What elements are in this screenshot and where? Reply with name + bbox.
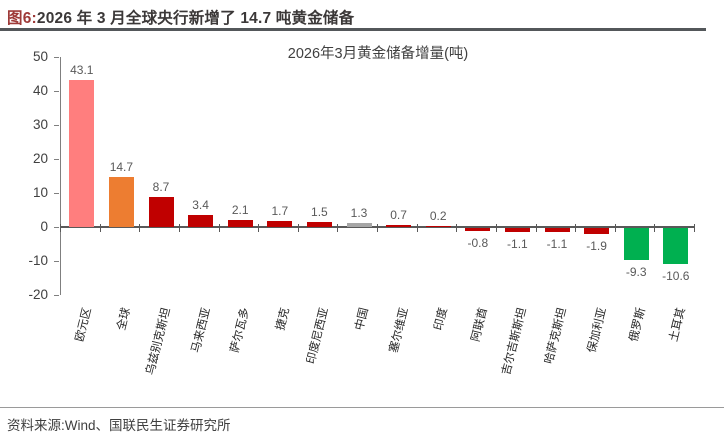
x-axis-tick-mark xyxy=(258,224,260,232)
y-axis-tick-label: 10 xyxy=(32,185,48,200)
category-label-9: 印度 xyxy=(432,306,451,332)
x-axis-tick-mark xyxy=(178,224,180,232)
category-label-0: 欧元区 xyxy=(73,306,94,343)
category-label-13: 保加利亚 xyxy=(585,306,609,355)
bar-value-1: 14.7 xyxy=(109,160,134,175)
x-axis-tick-mark xyxy=(377,224,378,232)
bar-value-8: 0.7 xyxy=(390,207,407,222)
category-label-2: 乌兹别克斯坦 xyxy=(144,306,173,377)
bar-value-14: -9.3 xyxy=(625,264,647,279)
bar-value-10: -0.8 xyxy=(467,235,489,250)
y-axis-tick-mark xyxy=(54,295,59,296)
y-axis-tick-mark xyxy=(54,159,59,160)
bar-value-5: 1.7 xyxy=(271,204,289,219)
bar-value-7: 1.3 xyxy=(350,205,368,220)
x-axis-tick-mark xyxy=(535,224,537,232)
x-axis-tick-mark xyxy=(218,224,220,232)
bar-13 xyxy=(584,228,610,235)
source-note: 资料来源:Wind、国联民生证券研究所 xyxy=(7,418,231,433)
x-axis-tick-mark xyxy=(60,224,61,232)
y-axis-tick-mark xyxy=(54,125,59,126)
category-label-8: 塞尔维亚 xyxy=(387,306,411,355)
bar-3 xyxy=(188,215,214,227)
figure-title: 图6:2026 年 3 月全球央行新增了 14.7 吨黄金储备 xyxy=(7,6,717,28)
category-label-4: 萨尔瓦多 xyxy=(229,306,253,355)
category-label-14: 俄罗斯 xyxy=(628,306,649,343)
y-axis-tick-label: 20 xyxy=(32,151,48,166)
x-axis-tick-mark xyxy=(139,224,141,232)
bar-6 xyxy=(306,221,332,227)
bar-15 xyxy=(663,228,689,265)
bar-11 xyxy=(504,228,530,232)
x-axis-tick-mark xyxy=(694,224,695,232)
category-label-7: 中国 xyxy=(353,306,371,332)
category-label-10: 阿联酋 xyxy=(469,306,490,343)
bar-2 xyxy=(148,197,174,227)
x-axis-tick-mark xyxy=(614,224,616,232)
x-axis-tick-mark xyxy=(575,224,577,232)
category-label-1: 全球 xyxy=(116,306,134,332)
bar-9 xyxy=(425,226,451,227)
bar-12 xyxy=(544,228,570,232)
bar-0 xyxy=(69,80,95,227)
y-axis-tick-mark xyxy=(54,227,59,228)
figure-number-label: 图6: xyxy=(7,10,37,27)
y-axis-tick-label: 0 xyxy=(40,219,48,234)
y-axis-tick-mark xyxy=(54,91,59,92)
x-axis-tick-mark xyxy=(495,224,497,232)
category-label-15: 土耳其 xyxy=(667,306,688,343)
bar-1 xyxy=(108,177,134,227)
y-axis-tick-mark xyxy=(54,57,59,58)
bar-8 xyxy=(386,224,412,227)
bar-value-13: -1.9 xyxy=(586,239,607,254)
x-axis-tick-mark xyxy=(337,224,339,232)
bar-value-12: -1.1 xyxy=(546,236,568,251)
bar-value-9: 0.2 xyxy=(429,209,447,223)
bar-5 xyxy=(267,221,293,227)
bar-value-0: 43.1 xyxy=(70,63,94,78)
footer-divider xyxy=(0,407,724,408)
bar-value-3: 3.4 xyxy=(192,198,209,213)
figure-title-text: 2026 年 3 月全球央行新增了 14.7 吨黄金储备 xyxy=(36,10,355,27)
bar-4 xyxy=(227,219,253,227)
y-axis-tick-mark xyxy=(54,261,59,262)
x-axis-tick-mark xyxy=(416,224,418,232)
y-axis-tick-label: 50 xyxy=(32,49,48,64)
bar-value-2: 8.7 xyxy=(152,180,170,195)
header-divider xyxy=(0,28,706,31)
y-axis-tick-label: -20 xyxy=(28,287,48,302)
category-label-5: 捷克 xyxy=(274,306,292,332)
chart-title: 2026年3月黄金储备增量(吨) xyxy=(287,46,469,62)
y-axis-tick-label: 40 xyxy=(32,83,48,98)
category-label-3: 马来西亚 xyxy=(189,306,213,355)
y-axis-line xyxy=(60,57,61,295)
x-axis-tick-mark xyxy=(99,224,101,232)
category-label-11: 吉尔吉斯斯坦 xyxy=(500,306,530,377)
x-axis-tick-mark xyxy=(456,224,458,232)
bar-value-11: -1.1 xyxy=(507,236,528,251)
bar-14 xyxy=(623,228,649,260)
x-axis-tick-mark xyxy=(654,224,656,232)
y-axis-tick-label: -10 xyxy=(28,253,48,268)
x-axis-tick-mark xyxy=(297,224,299,232)
category-label-6: 印度尼西亚 xyxy=(305,306,332,366)
y-axis-tick-label: 30 xyxy=(32,117,48,132)
y-axis-tick-mark xyxy=(54,193,59,194)
bar-10 xyxy=(465,228,491,231)
bar-value-15: -10.6 xyxy=(662,269,690,284)
bar-value-6: 1.5 xyxy=(311,204,328,219)
bar-value-4: 2.1 xyxy=(231,202,249,217)
category-label-12: 哈萨克斯坦 xyxy=(543,306,569,366)
bar-7 xyxy=(346,222,372,227)
